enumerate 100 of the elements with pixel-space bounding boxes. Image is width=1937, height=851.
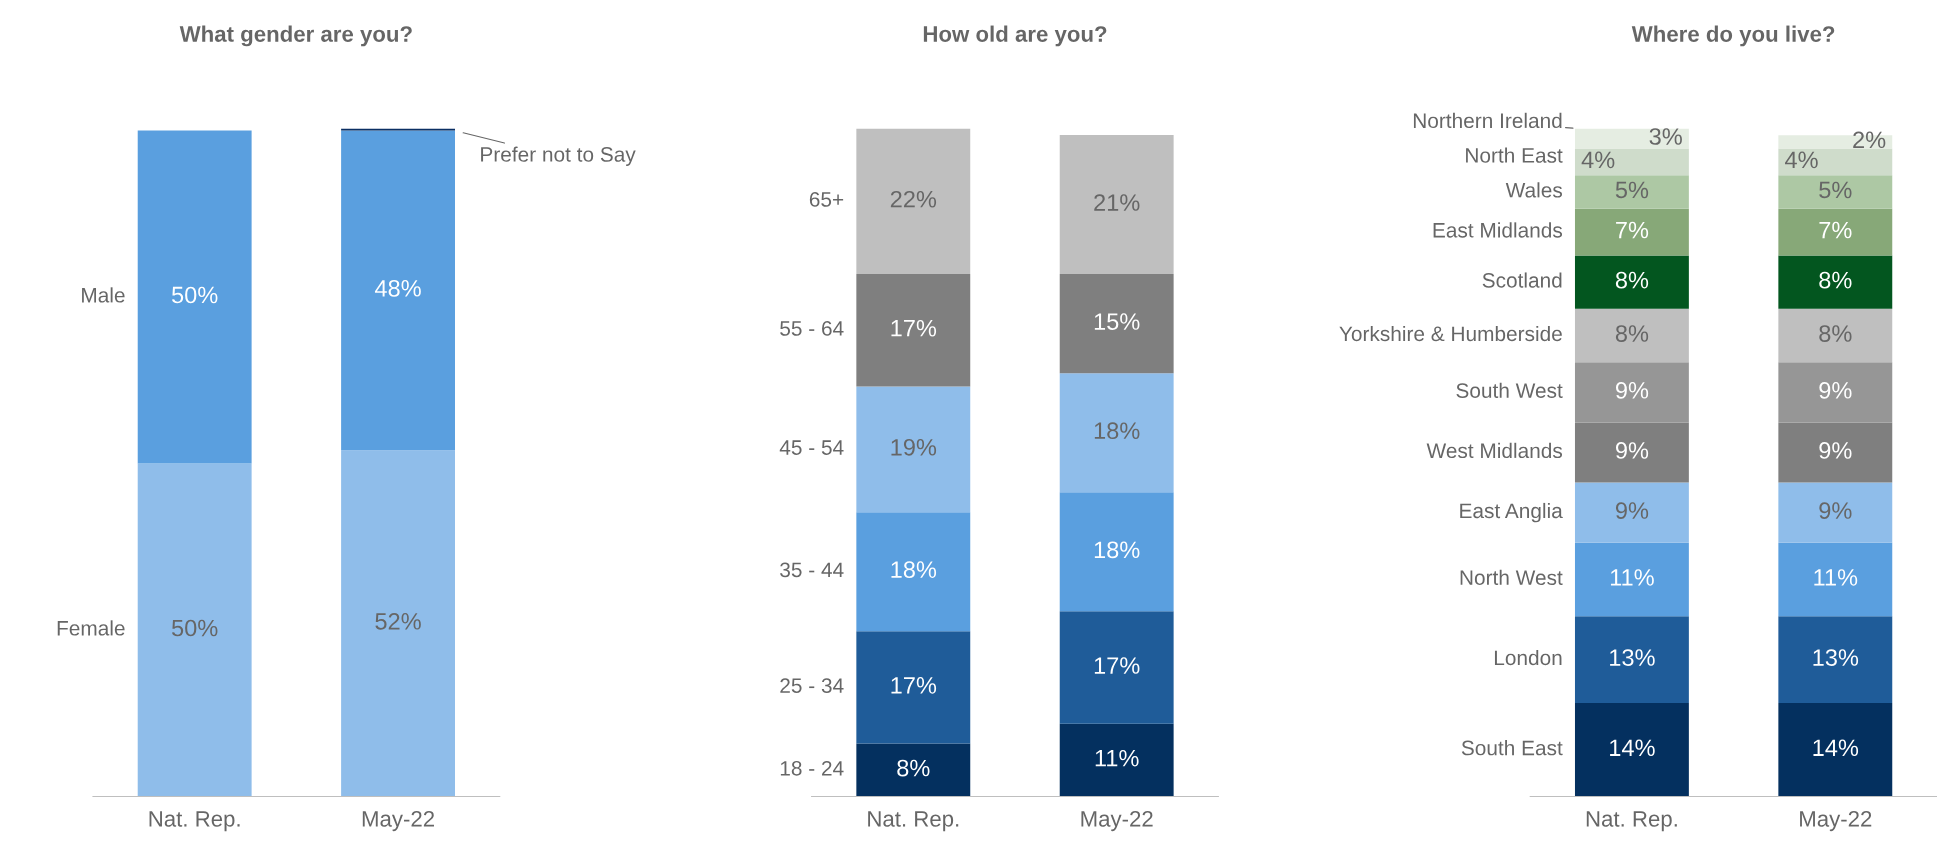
data-label: 18% bbox=[1094, 541, 1140, 559]
data-label: 50% bbox=[171, 619, 218, 637]
bar bbox=[1778, 362, 1893, 423]
bar bbox=[137, 130, 252, 464]
data-label: 5% bbox=[1615, 181, 1649, 199]
bar bbox=[856, 274, 971, 387]
data-label: 17% bbox=[891, 677, 937, 694]
series-label: East Midlands bbox=[1433, 222, 1563, 238]
data-label: 8% bbox=[897, 759, 930, 777]
bar bbox=[1778, 148, 1893, 176]
bar bbox=[1778, 482, 1893, 543]
bar bbox=[1574, 148, 1689, 176]
data-label: 13% bbox=[1813, 649, 1859, 666]
bar bbox=[856, 512, 971, 632]
series-label: West Midlands bbox=[1426, 442, 1563, 459]
x-tick-label: Nat. Rep. bbox=[149, 811, 240, 832]
data-label: 13% bbox=[1610, 649, 1655, 666]
data-label: 9% bbox=[1615, 442, 1649, 459]
data-label: 8% bbox=[1615, 325, 1649, 342]
data-label: 18% bbox=[891, 561, 937, 578]
series-label: East Anglia bbox=[1460, 502, 1563, 523]
x-tick-label: May-22 bbox=[362, 811, 434, 832]
series-label: 18 - 24 bbox=[780, 760, 844, 776]
x-tick-label: Nat. Rep. bbox=[868, 811, 959, 832]
x-tick-label: Nat. Rep. bbox=[1586, 811, 1677, 832]
data-label: 8% bbox=[1615, 271, 1649, 289]
data-label: 8% bbox=[1819, 325, 1852, 342]
x-tick-label: May-22 bbox=[1800, 811, 1872, 832]
bar bbox=[1778, 255, 1893, 309]
series-label: South West bbox=[1456, 382, 1563, 398]
bar bbox=[1574, 542, 1689, 617]
series-label: Scotland bbox=[1482, 272, 1562, 288]
bar bbox=[1574, 482, 1689, 543]
series-label: Northern Ireland bbox=[1413, 112, 1562, 129]
chart-title: How old are you? bbox=[923, 25, 1107, 47]
series-label: North West bbox=[1460, 569, 1563, 586]
series-label: 45 - 54 bbox=[779, 440, 844, 455]
bar bbox=[1059, 723, 1174, 797]
data-label: 17% bbox=[891, 319, 937, 337]
series-label: Prefer not to Say bbox=[481, 146, 636, 166]
series-label: Male bbox=[82, 287, 125, 303]
bar bbox=[1574, 208, 1689, 256]
series-label: Yorkshire & Humberside bbox=[1339, 325, 1562, 342]
data-label: 4% bbox=[1581, 151, 1615, 169]
data-label: 14% bbox=[1610, 739, 1655, 757]
series-label: Female bbox=[57, 620, 125, 636]
bar bbox=[856, 386, 971, 513]
x-tick-label: May-22 bbox=[1081, 811, 1153, 832]
bar bbox=[1574, 255, 1689, 309]
bar bbox=[1778, 422, 1893, 483]
bar bbox=[856, 128, 971, 275]
series-label: 25 - 34 bbox=[780, 678, 844, 693]
series-label: South East bbox=[1461, 740, 1563, 756]
data-label: 11% bbox=[1095, 749, 1139, 767]
bar bbox=[1059, 492, 1174, 612]
chart-title: Where do you live? bbox=[1631, 25, 1835, 47]
series-label: 55 - 64 bbox=[780, 321, 844, 336]
bar bbox=[1574, 362, 1689, 423]
data-label: 9% bbox=[1819, 502, 1852, 519]
bar bbox=[1059, 373, 1174, 493]
data-label: 3% bbox=[1649, 128, 1682, 145]
data-label: 9% bbox=[1819, 381, 1852, 399]
bar bbox=[137, 463, 252, 797]
bar bbox=[1778, 175, 1893, 209]
bar bbox=[1574, 308, 1689, 363]
data-label: 14% bbox=[1813, 739, 1859, 757]
data-label: 48% bbox=[374, 279, 421, 297]
data-label: 21% bbox=[1094, 194, 1140, 211]
series-label: 65+ bbox=[809, 192, 844, 207]
data-label: 8% bbox=[1819, 271, 1852, 289]
data-label: 50% bbox=[171, 286, 218, 304]
data-label: 11% bbox=[1610, 569, 1654, 586]
data-label: 9% bbox=[1615, 502, 1649, 519]
data-label: 19% bbox=[891, 438, 937, 456]
data-label: 18% bbox=[1094, 422, 1140, 440]
data-label: 22% bbox=[890, 190, 937, 208]
chart-title: What gender are you? bbox=[179, 25, 412, 47]
series-label: Wales bbox=[1505, 182, 1563, 198]
data-label: 7% bbox=[1819, 221, 1852, 239]
bar bbox=[1778, 542, 1893, 617]
series-label: 35 - 44 bbox=[780, 562, 844, 578]
bar bbox=[1059, 274, 1174, 374]
data-label: 4% bbox=[1785, 151, 1818, 169]
data-label: 11% bbox=[1814, 569, 1858, 586]
bar bbox=[1778, 703, 1893, 797]
bar bbox=[856, 743, 971, 797]
bar bbox=[1574, 616, 1689, 704]
data-label: 52% bbox=[375, 612, 421, 630]
data-label: 5% bbox=[1819, 181, 1852, 199]
bar bbox=[1574, 175, 1689, 209]
data-label: 7% bbox=[1616, 221, 1649, 239]
bar bbox=[1778, 208, 1893, 256]
bar bbox=[1574, 422, 1689, 483]
data-label: 15% bbox=[1094, 313, 1140, 330]
bar bbox=[1059, 135, 1174, 275]
bar bbox=[1574, 128, 1689, 149]
data-label: 2% bbox=[1853, 131, 1886, 149]
bar bbox=[341, 450, 455, 797]
data-label: 9% bbox=[1819, 442, 1852, 459]
bar bbox=[1778, 616, 1893, 704]
